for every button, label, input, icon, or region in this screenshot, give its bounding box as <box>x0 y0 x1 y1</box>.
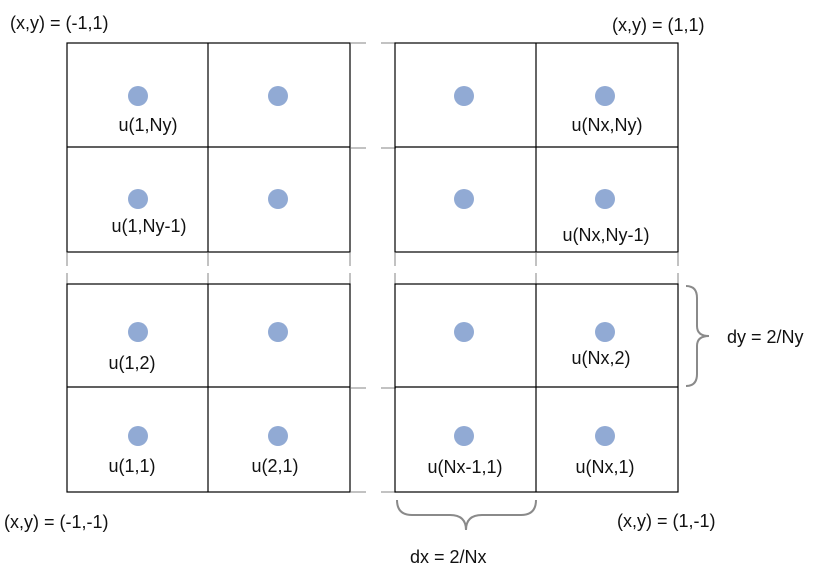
node-label: u(2,1) <box>251 456 298 476</box>
node-dot <box>268 426 288 446</box>
node-label: u(Nx-1,1) <box>427 457 502 477</box>
node-dot <box>454 322 474 342</box>
node-label: u(Nx,1) <box>575 457 634 477</box>
node-label: u(1,Ny-1) <box>111 216 186 236</box>
node-label: u(1,2) <box>108 353 155 373</box>
node-dot <box>454 426 474 446</box>
node-dot <box>595 322 615 342</box>
dx-label: dx = 2/Nx <box>410 547 487 567</box>
node-label: u(1,1) <box>108 456 155 476</box>
corner-label-bottom-left: (x,y) = (-1,-1) <box>4 512 109 532</box>
corner-label-top-right: (x,y) = (1,1) <box>612 15 705 35</box>
dy-brace <box>685 285 710 387</box>
node-dot <box>595 426 615 446</box>
node-dot <box>595 86 615 106</box>
node-dot <box>595 189 615 209</box>
corner-label-top-left: (x,y) = (-1,1) <box>10 13 109 33</box>
grid-break-ticks <box>66 42 679 493</box>
node-label: u(Nx,Ny-1) <box>562 225 649 245</box>
node-dot <box>454 189 474 209</box>
node-label: u(1,Ny) <box>118 115 177 135</box>
node-dot <box>128 86 148 106</box>
node-dot <box>128 322 148 342</box>
node-dot <box>128 189 148 209</box>
grid-block-bottom-right: u(Nx,2) u(Nx-1,1) u(Nx,1) <box>394 283 679 493</box>
grid-block-bottom-left: u(1,2) u(1,1) u(2,1) <box>66 283 351 493</box>
node-dot <box>128 426 148 446</box>
node-dot <box>268 86 288 106</box>
dy-label: dy = 2/Ny <box>727 327 804 347</box>
node-dot <box>268 322 288 342</box>
grid-block-top-left: u(1,Ny) u(1,Ny-1) <box>66 42 351 253</box>
node-dot <box>454 86 474 106</box>
dx-brace <box>396 499 537 531</box>
node-label: u(Nx,2) <box>571 348 630 368</box>
node-dot <box>268 189 288 209</box>
corner-label-bottom-right: (x,y) = (1,-1) <box>617 511 716 531</box>
node-label: u(Nx,Ny) <box>572 115 643 135</box>
grid-block-top-right: u(Nx,Ny) u(Nx,Ny-1) <box>394 42 679 253</box>
